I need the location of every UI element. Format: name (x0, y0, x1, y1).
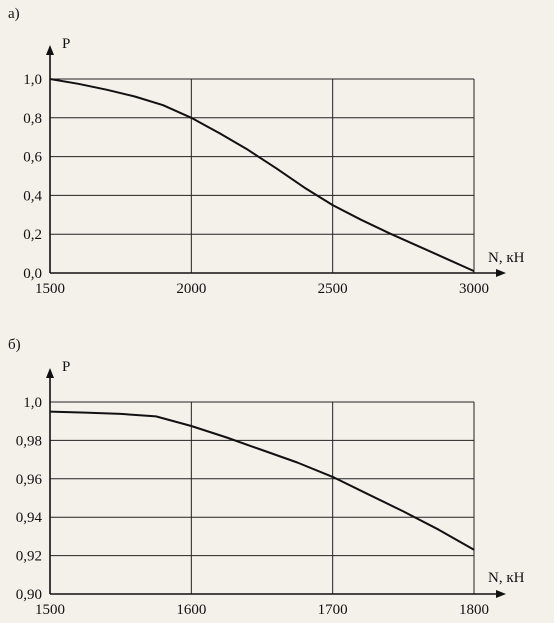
x-tick-label: 3000 (459, 281, 489, 297)
y-axis-title: P (62, 36, 70, 52)
chart-panel-2: б) P N, кН 0,90 0,92 0,94 0,96 0,98 1,0 1500 1600 1… (8, 337, 525, 618)
panel-label: а) (8, 6, 20, 22)
x-axis-title: N, кН (488, 250, 525, 266)
x-axis-arrow (496, 590, 506, 598)
y-tick-label: 0,96 (16, 472, 43, 488)
y-tick-label: 0,2 (23, 227, 42, 243)
x-axis-title: N, кН (488, 570, 525, 586)
x-tick-label: 1500 (35, 602, 65, 618)
y-tick-label: 0,0 (23, 266, 42, 282)
x-tick-label: 1500 (35, 281, 65, 297)
y-tick-label: 0,4 (23, 188, 42, 204)
x-tick-label: 2000 (176, 281, 206, 297)
data-curve (49, 410, 475, 551)
x-tick-label: 1700 (318, 602, 348, 618)
panel-label: б) (8, 337, 21, 353)
y-tick-label: 0,98 (16, 433, 42, 449)
y-tick-label: 0,8 (23, 111, 42, 127)
x-axis-arrow (496, 269, 506, 277)
y-axis-arrow (46, 45, 54, 55)
y-tick-label: 1,0 (23, 395, 42, 411)
y-tick-label: 1,0 (23, 72, 42, 88)
data-curve (49, 78, 475, 273)
chart-panel-1: а) P N, кН 0,0 0,2 0,4 0,6 0,8 1,0 1500 2000 2500 30… (8, 6, 525, 297)
y-tick-label: 0,94 (16, 510, 43, 526)
y-tick-label: 0,92 (16, 549, 42, 565)
y-axis-arrow (46, 368, 54, 378)
y-tick-label: 0,90 (16, 587, 42, 603)
y-tick-label: 0,6 (23, 150, 42, 166)
x-tick-label: 1800 (459, 602, 489, 618)
y-axis-title: P (62, 359, 70, 375)
x-tick-label: 1600 (176, 602, 206, 618)
x-tick-label: 2500 (318, 281, 348, 297)
